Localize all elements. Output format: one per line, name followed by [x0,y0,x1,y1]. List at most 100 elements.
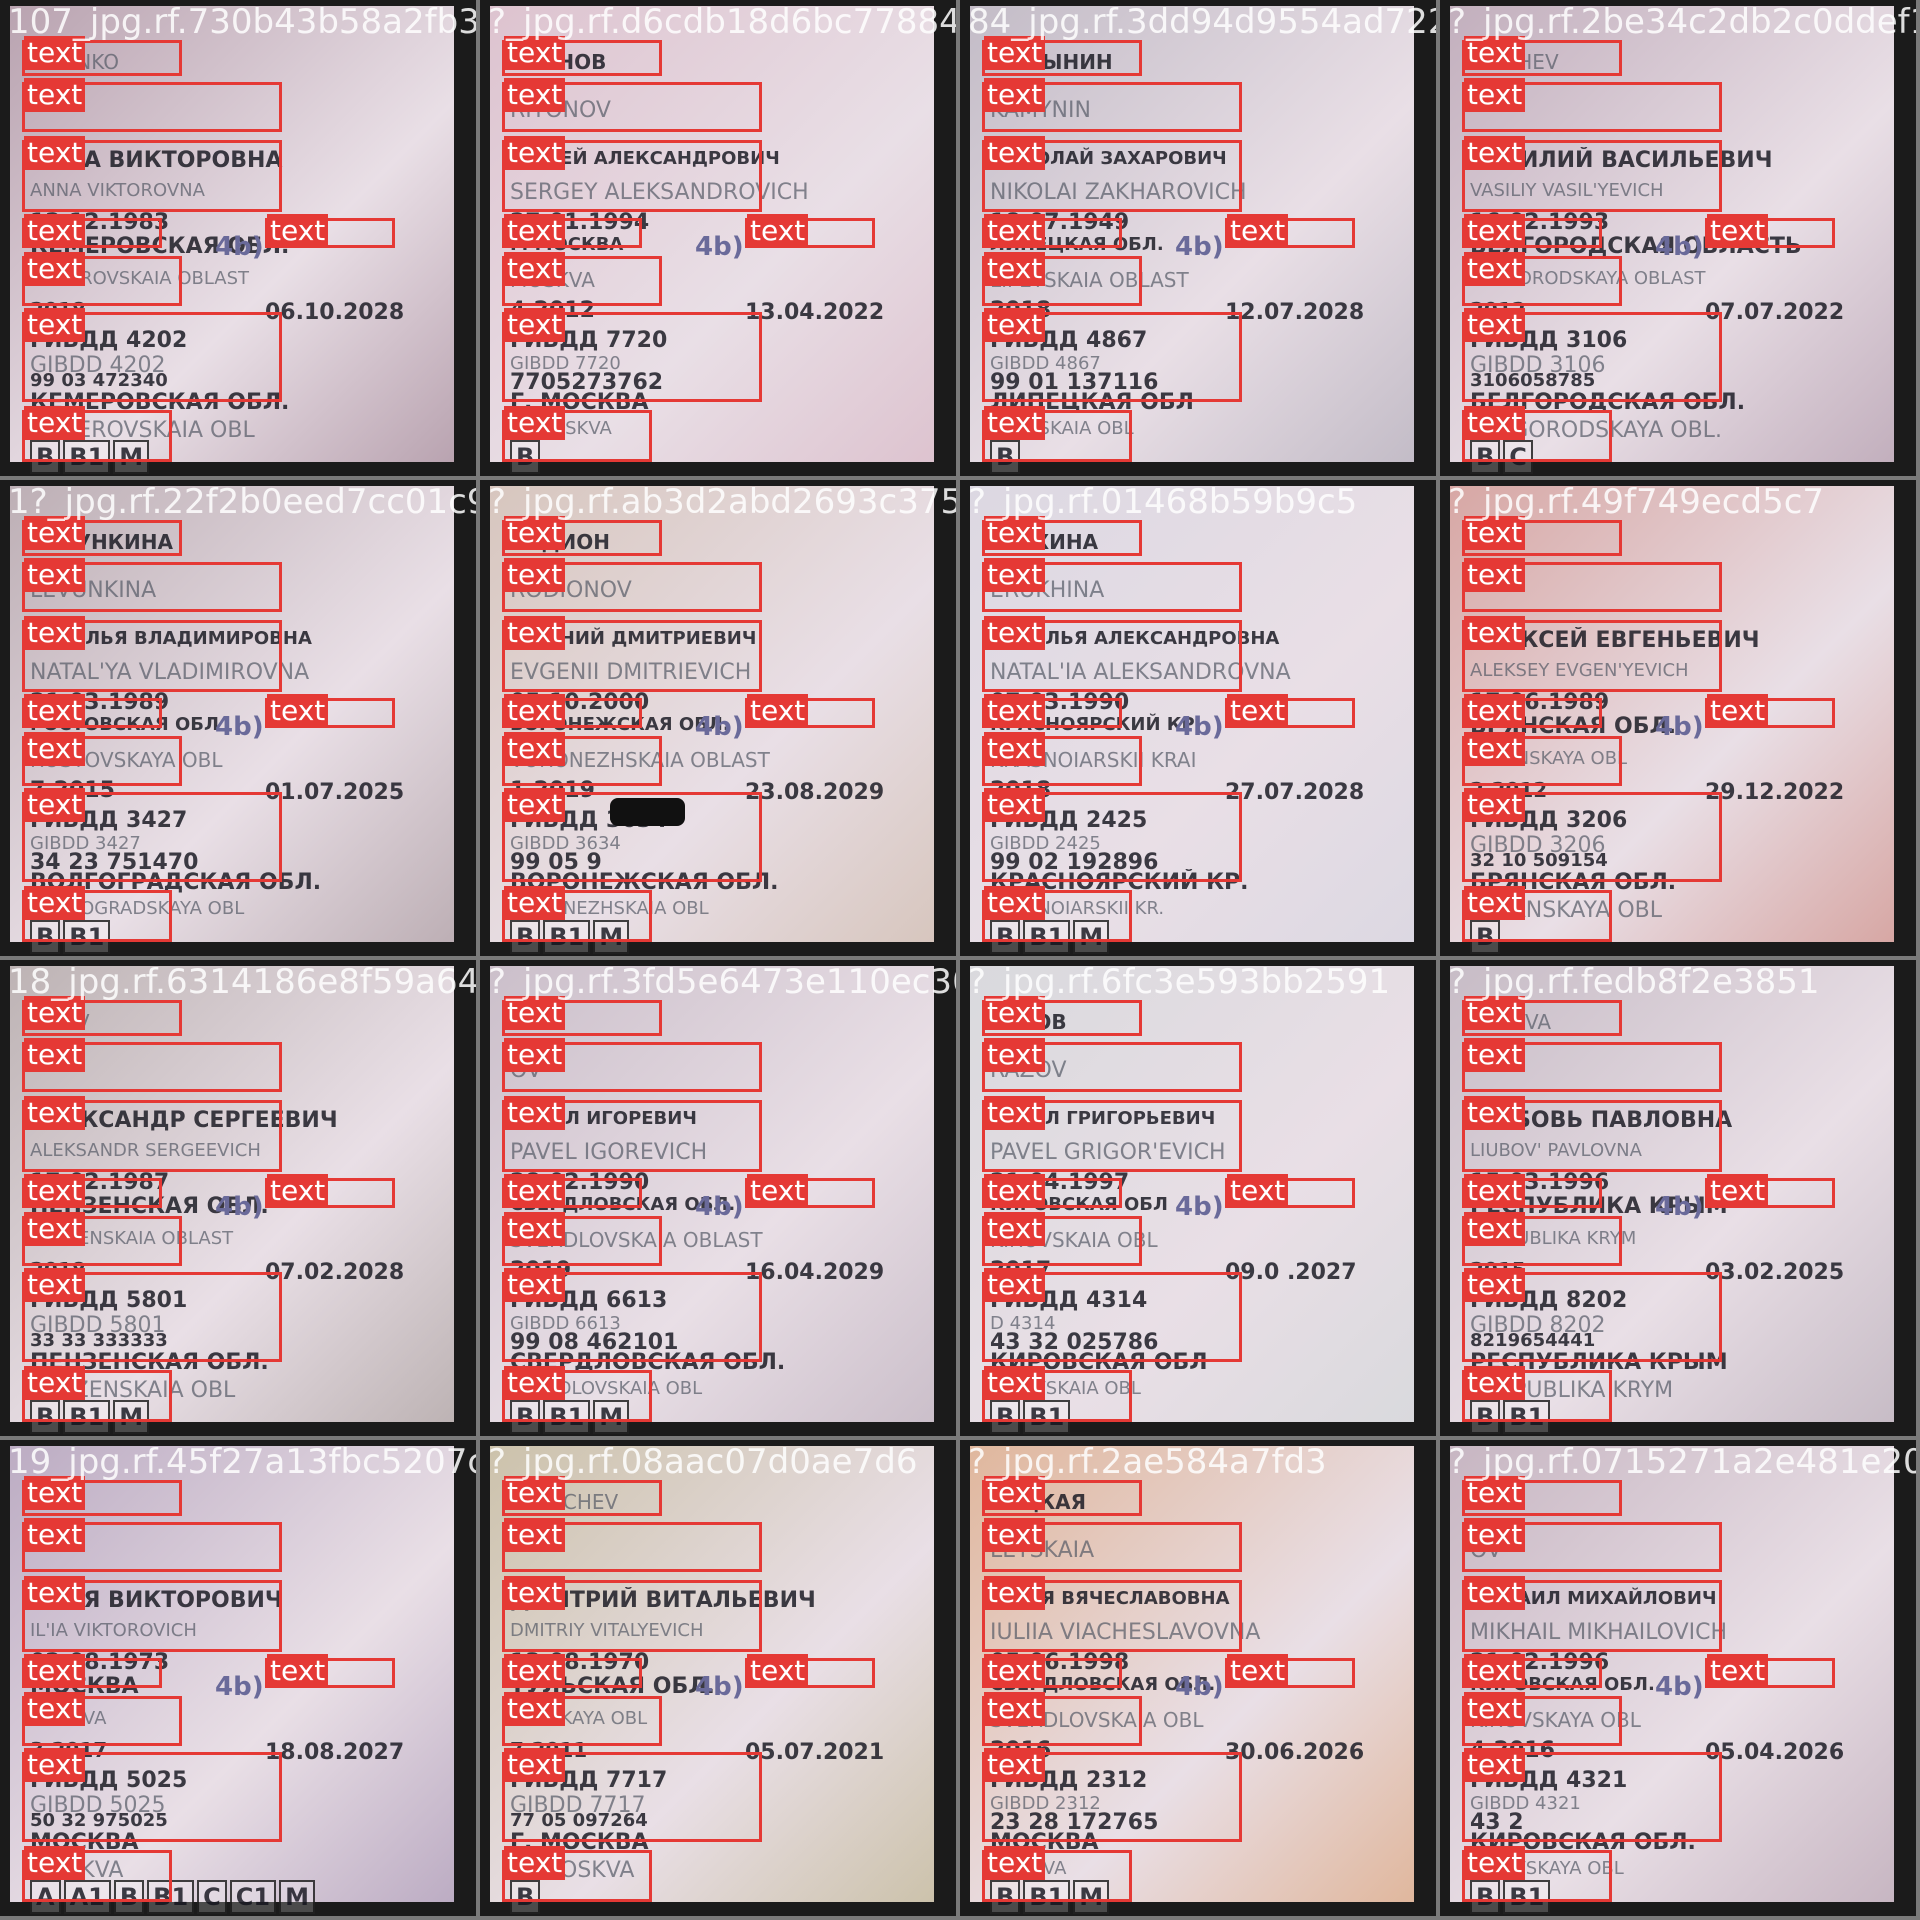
detection-box[interactable] [502,1696,662,1746]
detection-box[interactable] [982,410,1132,462]
detection-box[interactable] [22,40,182,76]
detection-box[interactable] [982,1696,1142,1746]
detection-box[interactable] [22,1696,182,1746]
detection-box[interactable] [982,698,1122,728]
detection-box[interactable] [502,1000,662,1036]
detection-box[interactable] [502,256,662,306]
detection-box[interactable] [982,620,1242,692]
detection-box[interactable] [1462,40,1622,76]
detection-box[interactable] [982,256,1142,306]
image-tile[interactable]: ?_jpg.rf.2be34c2db2c0ddef102ABICHEVВАСИЛ… [1440,0,1916,476]
detection-box[interactable] [265,1658,395,1688]
detection-box[interactable] [502,792,762,882]
detection-box[interactable] [502,218,642,248]
detection-box[interactable] [22,1522,282,1572]
detection-box[interactable] [1462,1850,1612,1902]
detection-box[interactable] [982,1100,1242,1172]
image-tile[interactable]: 18_jpg.rf.6314186e8f59a64VIAEVАЛЕКСАНДР … [0,960,476,1436]
image-tile[interactable]: ?_jpg.rf.0715271a2e481e205ОВOVМИХАИЛ МИХ… [1440,1440,1916,1916]
detection-box[interactable] [502,1580,762,1652]
detection-box[interactable] [1462,1370,1612,1422]
detection-box[interactable] [22,1000,182,1036]
image-tile[interactable]: 84_jpg.rf.3dd94d9554ad7226КАМЫНИНKAMYNIN… [960,0,1436,476]
detection-box[interactable] [1225,1658,1355,1688]
image-tile[interactable]: ?_jpg.rf.08aac07d0ae7d6BORYCHEVДМИТРИЙ В… [480,1440,956,1916]
detection-box[interactable] [22,218,162,248]
detection-box[interactable] [22,890,172,942]
detection-box[interactable] [982,1216,1142,1266]
image-tile[interactable]: 19_jpg.rf.45f27a13fbc5207c4EEVИЛЬЯ ВИКТО… [0,1440,476,1916]
detection-box[interactable] [1462,520,1622,556]
detection-box[interactable] [982,1752,1242,1842]
detection-box[interactable] [22,140,282,212]
image-tile[interactable]: 107_jpg.rf.730b43b58a2fb38ISHENKOАННА ВИ… [0,0,476,476]
image-tile[interactable]: ?_jpg.rf.d6cdb18d6bc77884ИТОНОВRITONOVСЕ… [480,0,956,476]
detection-box[interactable] [22,1042,282,1092]
detection-box[interactable] [22,1100,282,1172]
detection-box[interactable] [1462,562,1722,612]
detection-box[interactable] [502,520,662,556]
detection-box[interactable] [502,312,762,402]
detection-box[interactable] [502,562,762,612]
detection-box[interactable] [22,1370,172,1422]
detection-box[interactable] [1462,312,1722,402]
detection-box[interactable] [1462,792,1722,882]
detection-box[interactable] [745,1178,875,1208]
detection-box[interactable] [502,698,642,728]
detection-box[interactable] [982,1480,1142,1516]
image-tile[interactable]: ?_jpg.rf.01468b59b9c5ЕРУХИНАERUKHINAНАТА… [960,480,1436,956]
detection-box[interactable] [982,792,1242,882]
detection-box[interactable] [502,1216,662,1266]
detection-box[interactable] [1462,1272,1722,1362]
detection-box[interactable] [502,1178,642,1208]
detection-box[interactable] [1462,410,1612,462]
detection-box[interactable] [982,82,1242,132]
image-tile[interactable]: ?_jpg.rf.49f749ecd5c7ETOVАЛЕКСЕЙ ЕВГЕНЬЕ… [1440,480,1916,956]
detection-box[interactable] [1462,140,1722,212]
detection-box[interactable] [22,620,282,692]
detection-box[interactable] [1705,1658,1835,1688]
detection-box[interactable] [1462,1178,1602,1208]
detection-box[interactable] [502,1100,762,1172]
detection-box[interactable] [502,140,762,212]
detection-box[interactable] [982,1850,1132,1902]
detection-box[interactable] [745,698,875,728]
detection-box[interactable] [745,218,875,248]
detection-box[interactable] [502,1272,762,1362]
image-tile[interactable]: ?_jpg.rf.3fd5e6473e110ec30ОВOVПАВЕЛ ИГОР… [480,960,956,1436]
detection-box[interactable] [502,1850,652,1902]
detection-box[interactable] [265,1178,395,1208]
detection-box[interactable] [982,890,1132,942]
detection-box[interactable] [502,890,652,942]
detection-box[interactable] [1462,1000,1622,1036]
detection-box[interactable] [982,218,1122,248]
detection-box[interactable] [502,736,662,786]
detection-box[interactable] [22,256,182,306]
detection-box[interactable] [1462,218,1602,248]
detection-box[interactable] [982,1178,1122,1208]
detection-box[interactable] [1462,1696,1622,1746]
image-tile[interactable]: ?_jpg.rf.2ae584a7fd3ЛЕЦКАЯLETSKAIAЮЛИЯ В… [960,1440,1436,1916]
image-tile[interactable]: ?_jpg.rf.fedb8f2e3851ENKOVAЛЮБОВЬ ПАВЛОВ… [1440,960,1916,1436]
detection-box[interactable] [502,410,652,462]
detection-box[interactable] [22,1850,172,1902]
detection-box[interactable] [982,1370,1132,1422]
detection-box[interactable] [1462,1522,1722,1572]
detection-box[interactable] [22,1658,162,1688]
detection-box[interactable] [22,1580,282,1652]
detection-box[interactable] [22,520,182,556]
detection-box[interactable] [502,620,762,692]
detection-box[interactable] [265,698,395,728]
detection-box[interactable] [22,1480,182,1516]
detection-box[interactable] [1462,698,1602,728]
detection-box[interactable] [502,1042,762,1092]
detection-box[interactable] [1225,218,1355,248]
detection-box[interactable] [22,410,172,462]
detection-box[interactable] [982,312,1242,402]
detection-box[interactable] [502,40,662,76]
detection-box[interactable] [1462,620,1722,692]
detection-box[interactable] [1462,1100,1722,1172]
detection-box[interactable] [22,698,162,728]
detection-box[interactable] [1705,1178,1835,1208]
detection-box[interactable] [1462,1752,1722,1842]
